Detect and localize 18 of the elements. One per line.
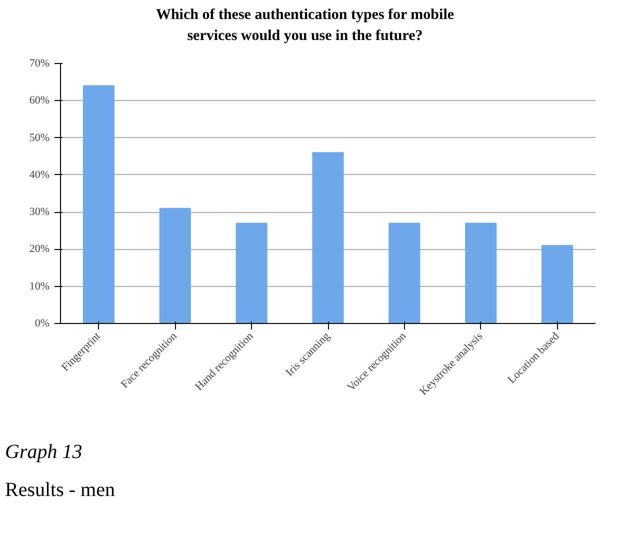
bar [236,222,268,324]
bar [159,208,191,324]
y-tick-label: 0% [34,317,50,330]
y-tick-label: 40% [29,168,50,181]
caption: Graph 13 [5,440,82,465]
chart-title: Which of these authentication types for mobile services would you use in the future? [156,6,454,46]
bar [388,222,420,324]
y-tick-label: 20% [29,243,50,256]
y-tick-label: 10% [29,280,50,292]
bar [465,222,497,324]
y-tick-label: 30% [29,206,50,218]
text: Results - men [5,478,115,504]
y-tick-label: 70% [29,57,50,70]
bar [312,152,344,324]
bar [542,244,574,324]
y-tick-label: 50% [29,132,50,144]
bar [82,85,114,324]
y-tick-label: 60% [29,94,50,106]
